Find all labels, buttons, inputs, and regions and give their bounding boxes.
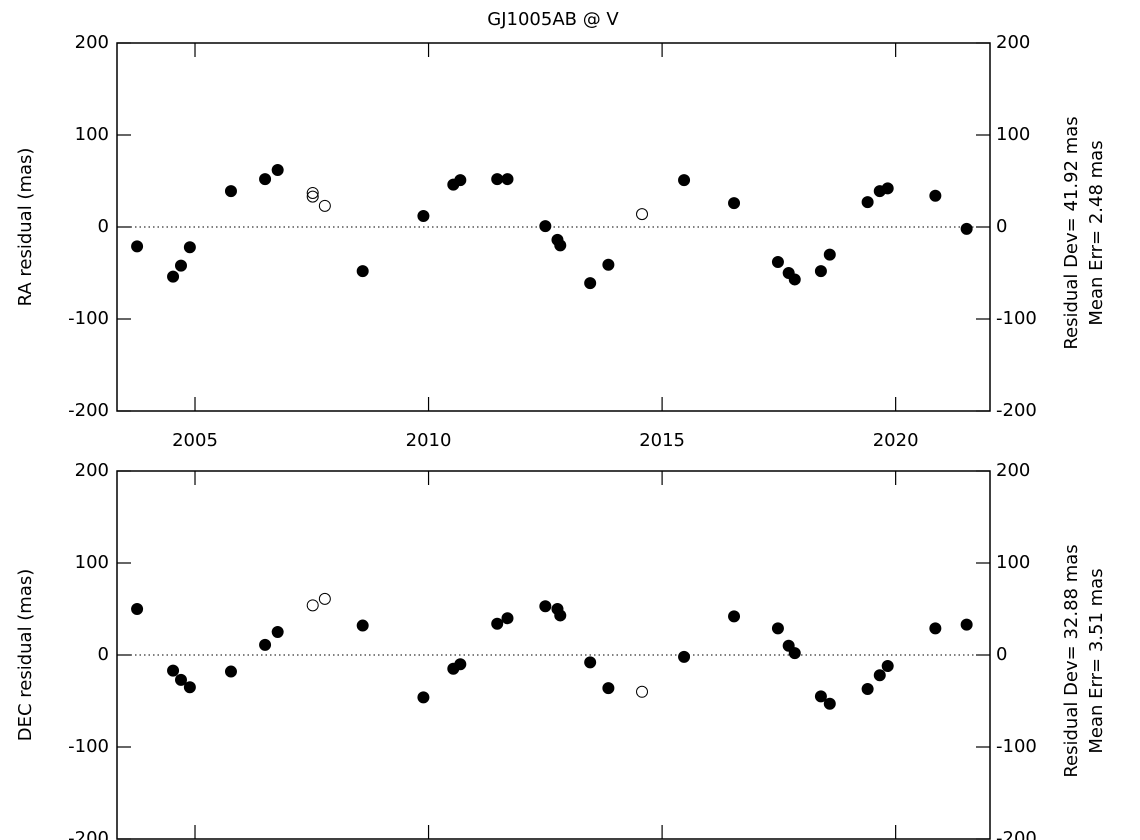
filled-point (960, 618, 973, 631)
filled-point (356, 265, 369, 278)
y2-tick-label: -100 (996, 308, 1037, 329)
filled-point (823, 697, 836, 710)
filled-point (823, 248, 836, 261)
filled-point (678, 174, 691, 187)
filled-point (881, 182, 894, 195)
filled-point (584, 277, 597, 290)
y-axis-label: RA residual (mas) (15, 148, 36, 307)
open-point (306, 599, 319, 612)
y-tick-label: 0 (98, 216, 109, 237)
open-point (306, 186, 319, 199)
x-tick-label: 2005 (172, 430, 218, 451)
chart-title: GJ1005AB @ V (487, 9, 619, 30)
filled-point (678, 650, 691, 663)
x-tick-label: 2010 (406, 430, 452, 451)
filled-point (539, 600, 552, 613)
filled-point (174, 673, 187, 686)
filled-point (929, 622, 942, 635)
filled-point (554, 609, 567, 622)
filled-point (454, 174, 467, 187)
y2-tick-label: -100 (996, 736, 1037, 757)
filled-point (131, 603, 144, 615)
residual-annotation: Residual Dev= 32.88 mas (1061, 544, 1082, 777)
open-point (636, 208, 649, 221)
y2-tick-label: 200 (996, 32, 1030, 53)
filled-point (728, 197, 741, 210)
open-point (306, 190, 319, 203)
filled-point (131, 240, 144, 253)
filled-point (174, 259, 187, 272)
y-tick-label: -100 (68, 736, 109, 757)
filled-point (814, 690, 827, 703)
filled-point (814, 265, 827, 278)
y2-tick-label: -200 (996, 828, 1037, 840)
filled-point (861, 683, 874, 696)
filled-point (861, 196, 874, 209)
filled-point (960, 222, 973, 235)
filled-point (183, 241, 196, 254)
y2-tick-label: -200 (996, 400, 1037, 421)
filled-point (271, 163, 284, 176)
filled-point (728, 610, 741, 623)
open-point (318, 199, 331, 212)
y-tick-label: -200 (68, 828, 109, 840)
filled-point (167, 664, 180, 677)
y-tick-label: -200 (68, 400, 109, 421)
filled-point (167, 270, 180, 283)
y2-tick-label: 0 (996, 644, 1007, 665)
filled-point (356, 619, 369, 632)
y2-tick-label: 100 (996, 124, 1030, 145)
open-point (636, 685, 649, 698)
filled-point (539, 220, 552, 233)
y2-tick-label: 100 (996, 552, 1030, 573)
filled-point (271, 626, 284, 638)
open-point (318, 592, 331, 605)
filled-point (501, 612, 514, 625)
y2-tick-label: 0 (996, 216, 1007, 237)
filled-point (491, 173, 504, 186)
filled-point (602, 258, 615, 271)
filled-point (259, 638, 272, 651)
filled-point (788, 273, 801, 286)
filled-point (788, 647, 801, 660)
residual-annotation: Mean Err= 3.51 mas (1086, 568, 1107, 753)
filled-point (454, 658, 467, 671)
y-tick-label: 0 (98, 644, 109, 665)
filled-point (584, 656, 597, 669)
y-tick-label: 100 (75, 552, 109, 573)
y-tick-label: 100 (75, 124, 109, 145)
filled-point (224, 665, 237, 678)
y-axis-label: DEC residual (mas) (15, 569, 36, 742)
filled-point (259, 173, 272, 186)
filled-point (417, 209, 430, 222)
residual-annotation: Mean Err= 2.48 mas (1086, 140, 1107, 325)
filled-point (224, 185, 237, 198)
filled-point (602, 682, 615, 695)
filled-point (491, 617, 504, 630)
y2-tick-label: 200 (996, 460, 1030, 481)
filled-point (183, 681, 196, 694)
filled-point (881, 660, 894, 673)
filled-point (417, 691, 430, 704)
filled-point (501, 173, 514, 186)
filled-point (873, 669, 886, 682)
y-tick-label: 200 (75, 32, 109, 53)
y-tick-label: -100 (68, 308, 109, 329)
filled-point (771, 622, 784, 635)
x-tick-label: 2020 (873, 430, 919, 451)
x-tick-label: 2015 (639, 430, 685, 451)
y-tick-label: 200 (75, 460, 109, 481)
filled-point (771, 255, 784, 268)
filled-point (929, 189, 942, 202)
filled-point (554, 239, 567, 252)
residual-annotation: Residual Dev= 41.92 mas (1061, 116, 1082, 349)
